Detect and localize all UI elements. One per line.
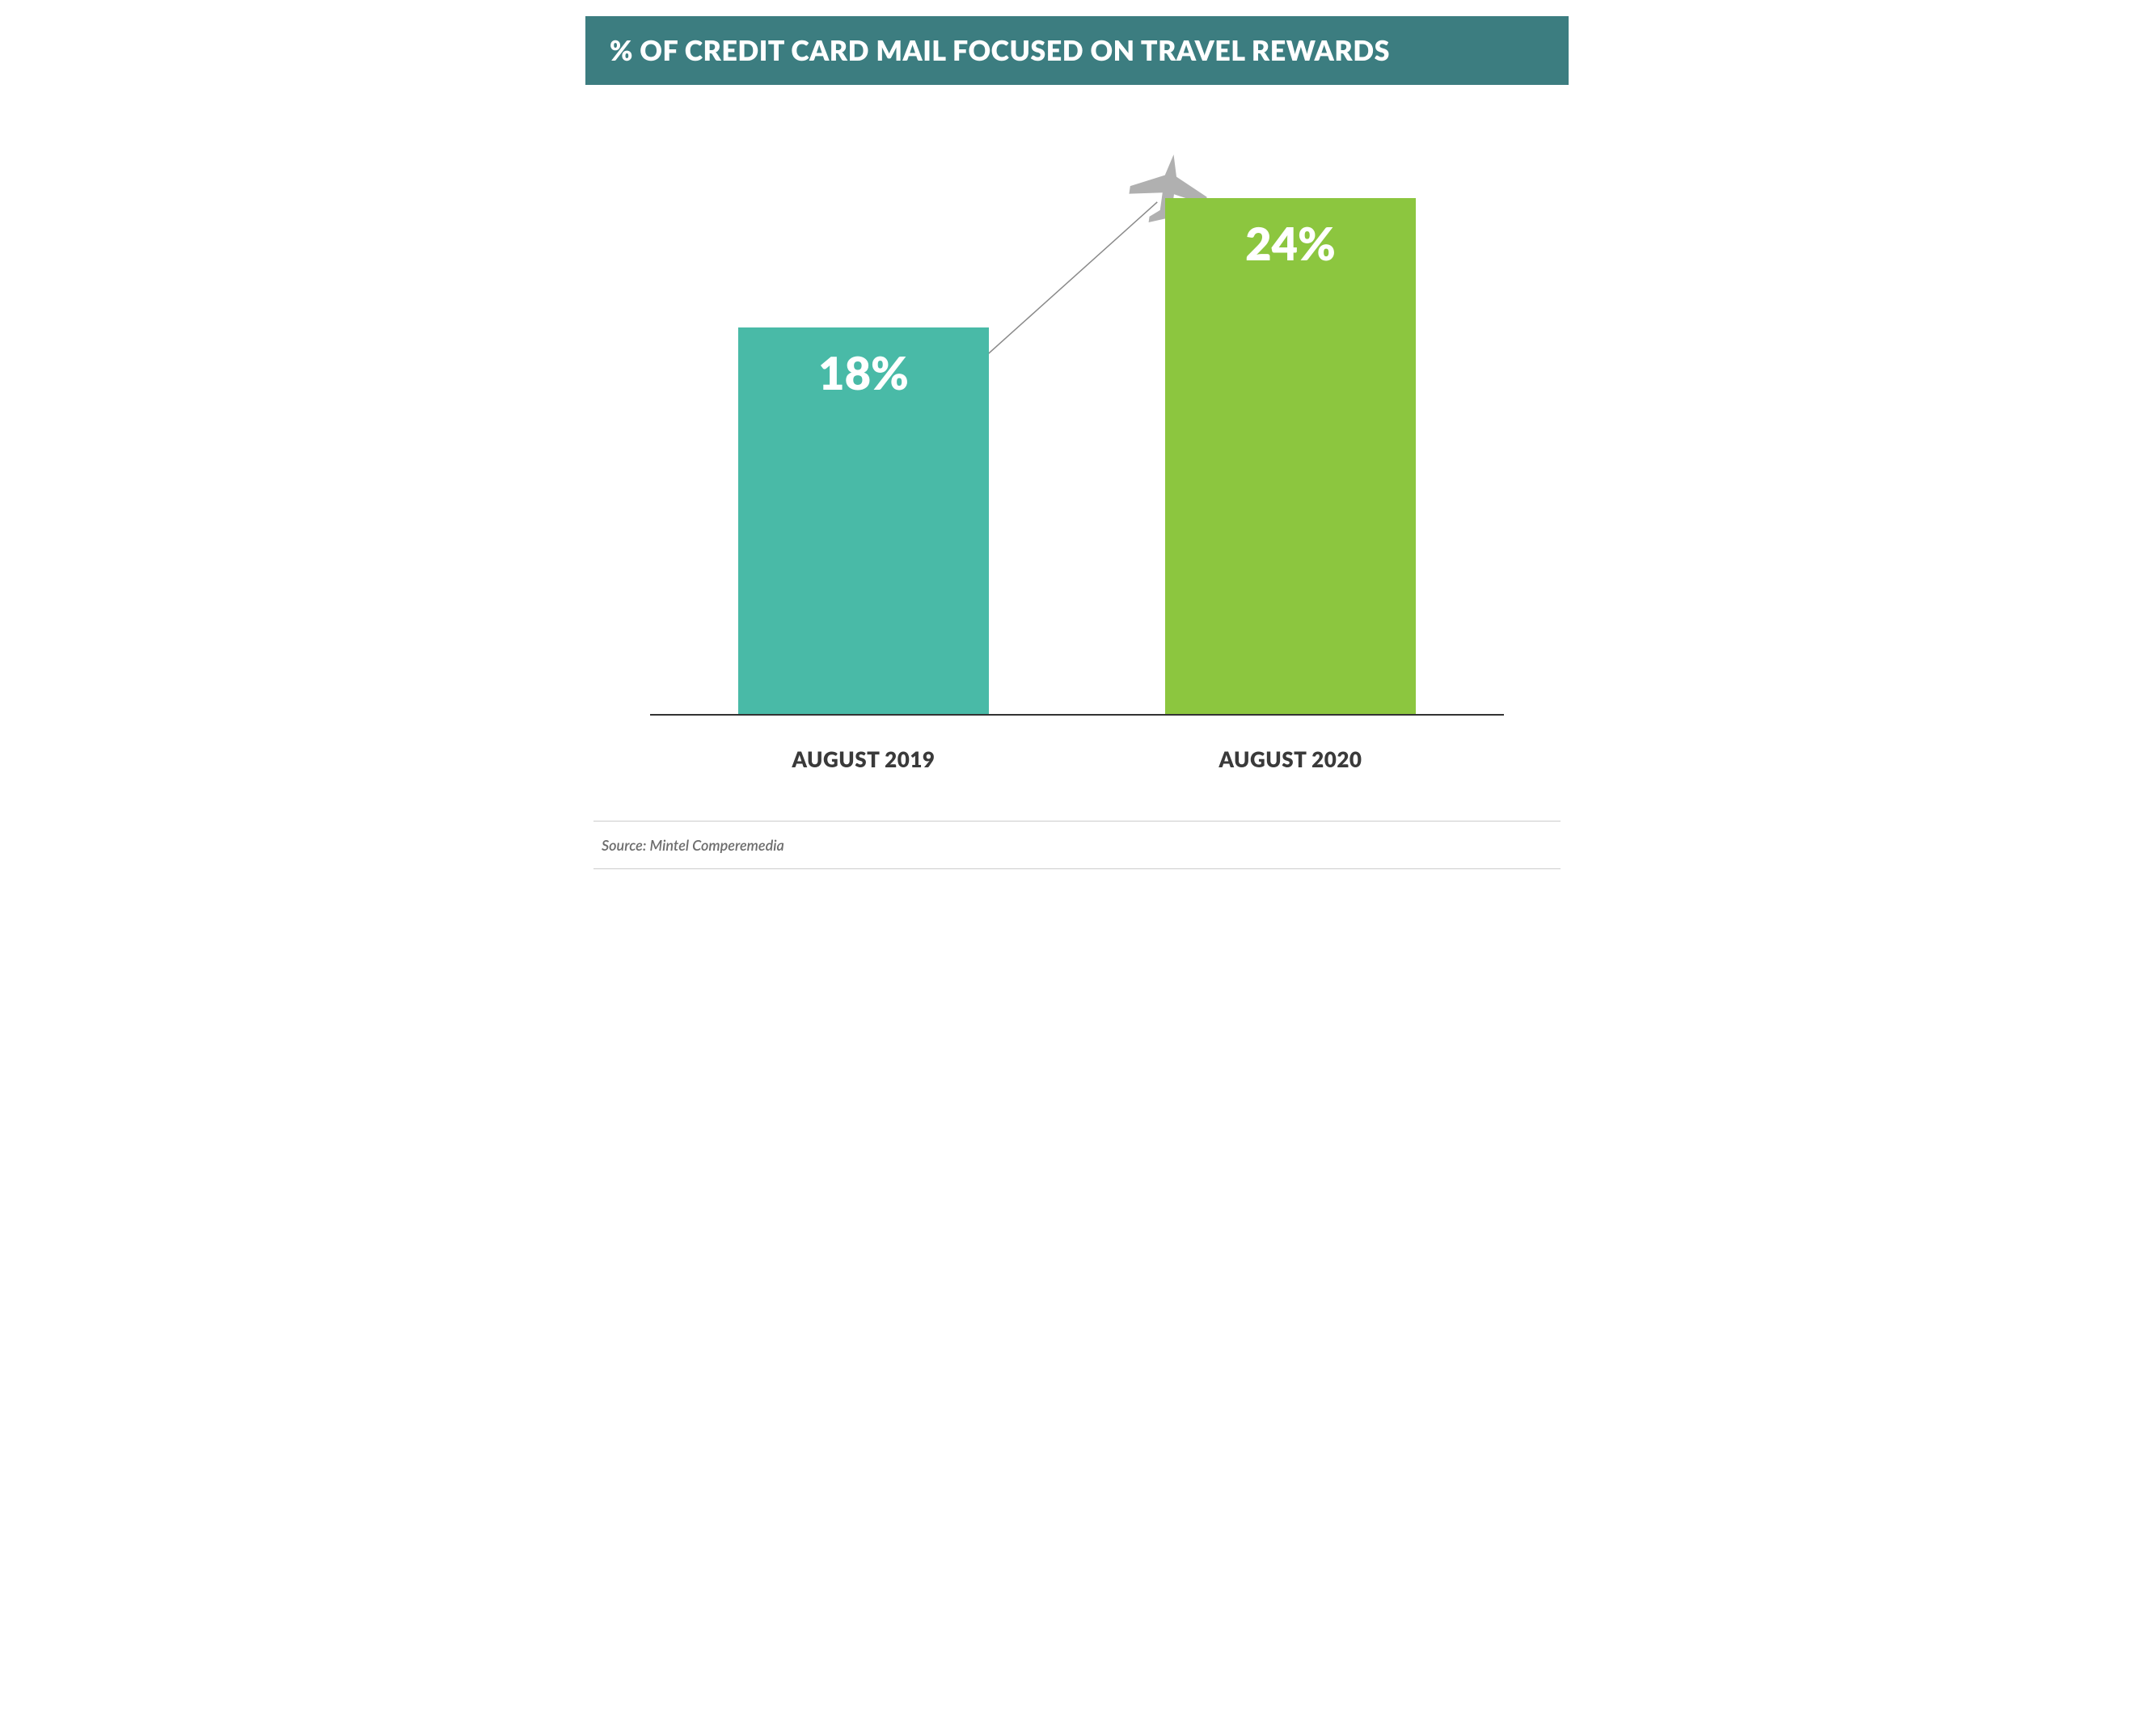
bar: 24% bbox=[1165, 198, 1416, 716]
source-block: Source: Mintel Comperemedia bbox=[593, 821, 1561, 869]
bar-value-label: 24% bbox=[1245, 216, 1336, 270]
x-axis-labels: AUGUST 2019 AUGUST 2020 bbox=[650, 746, 1504, 772]
x-axis-label: AUGUST 2019 bbox=[684, 746, 1043, 772]
chart-container: % OF CREDIT CARD MAIL FOCUSED ON TRAVEL … bbox=[585, 16, 1569, 869]
bar-slot: 24% bbox=[1111, 133, 1470, 716]
bar-value-label: 18% bbox=[818, 345, 909, 399]
bar-slot: 18% bbox=[684, 133, 1043, 716]
chart-title-bar: % OF CREDIT CARD MAIL FOCUSED ON TRAVEL … bbox=[585, 16, 1569, 85]
bars-row: 18% 24% bbox=[650, 133, 1504, 716]
source-rule-bottom bbox=[593, 868, 1561, 869]
plot-area: 18% 24% bbox=[650, 133, 1504, 716]
bar: 18% bbox=[738, 327, 989, 716]
x-axis-label: AUGUST 2020 bbox=[1111, 746, 1470, 772]
source-text: Source: Mintel Comperemedia bbox=[593, 822, 1561, 868]
x-axis-baseline bbox=[650, 714, 1504, 716]
